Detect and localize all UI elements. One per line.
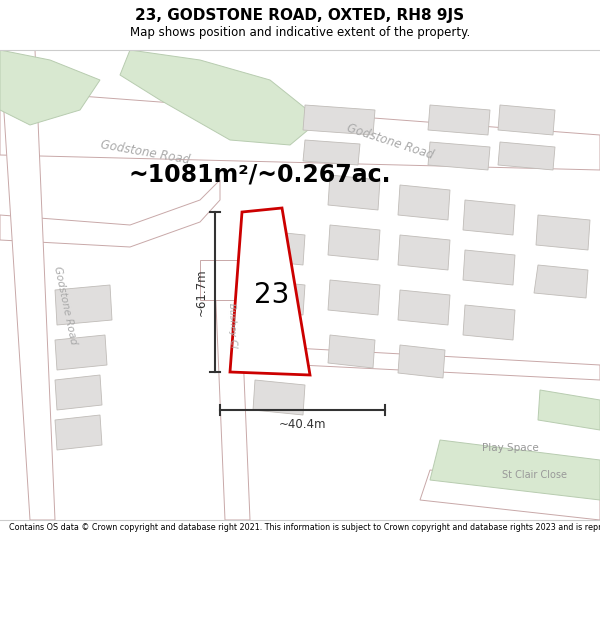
Polygon shape [398, 235, 450, 270]
Polygon shape [200, 260, 240, 300]
Text: Godstone Road: Godstone Road [345, 122, 435, 162]
Text: Contains OS data © Crown copyright and database right 2021. This information is : Contains OS data © Crown copyright and d… [9, 523, 600, 532]
Polygon shape [55, 375, 102, 410]
Polygon shape [463, 305, 515, 340]
Text: Map shows position and indicative extent of the property.: Map shows position and indicative extent… [130, 26, 470, 39]
Polygon shape [463, 250, 515, 285]
Polygon shape [215, 280, 250, 520]
Polygon shape [428, 142, 490, 170]
Polygon shape [536, 215, 590, 250]
Polygon shape [230, 208, 310, 375]
Polygon shape [328, 175, 380, 210]
Polygon shape [253, 380, 305, 415]
Polygon shape [303, 105, 375, 135]
Polygon shape [463, 200, 515, 235]
Polygon shape [430, 440, 600, 500]
Text: 23, GODSTONE ROAD, OXTED, RH8 9JS: 23, GODSTONE ROAD, OXTED, RH8 9JS [136, 8, 464, 23]
Polygon shape [303, 140, 360, 165]
Polygon shape [420, 470, 600, 520]
Polygon shape [398, 290, 450, 325]
Polygon shape [55, 285, 112, 325]
Polygon shape [240, 345, 600, 380]
Polygon shape [55, 415, 102, 450]
Polygon shape [0, 180, 220, 247]
Text: ~40.4m: ~40.4m [279, 418, 326, 431]
Polygon shape [328, 280, 380, 315]
Polygon shape [428, 105, 490, 135]
Polygon shape [0, 50, 100, 125]
Polygon shape [253, 230, 305, 265]
Polygon shape [253, 335, 305, 370]
Polygon shape [498, 142, 555, 170]
Text: Godstone Road: Godstone Road [100, 138, 191, 166]
Polygon shape [0, 50, 55, 520]
Polygon shape [328, 335, 375, 368]
Text: ~1081m²/~0.267ac.: ~1081m²/~0.267ac. [129, 163, 391, 187]
Text: Bushey Cl: Bushey Cl [227, 302, 237, 348]
Text: 23: 23 [254, 281, 290, 309]
Polygon shape [398, 185, 450, 220]
Text: Godstone Road: Godstone Road [52, 265, 78, 345]
Polygon shape [538, 390, 600, 430]
Polygon shape [253, 280, 305, 315]
Polygon shape [398, 345, 445, 378]
Polygon shape [328, 225, 380, 260]
Polygon shape [0, 90, 600, 170]
Text: Play Space: Play Space [482, 443, 538, 453]
Polygon shape [120, 50, 320, 145]
Text: ~61.7m: ~61.7m [194, 268, 208, 316]
Polygon shape [55, 335, 107, 370]
Polygon shape [534, 265, 588, 298]
Text: St Clair Close: St Clair Close [503, 470, 568, 480]
Polygon shape [498, 105, 555, 135]
